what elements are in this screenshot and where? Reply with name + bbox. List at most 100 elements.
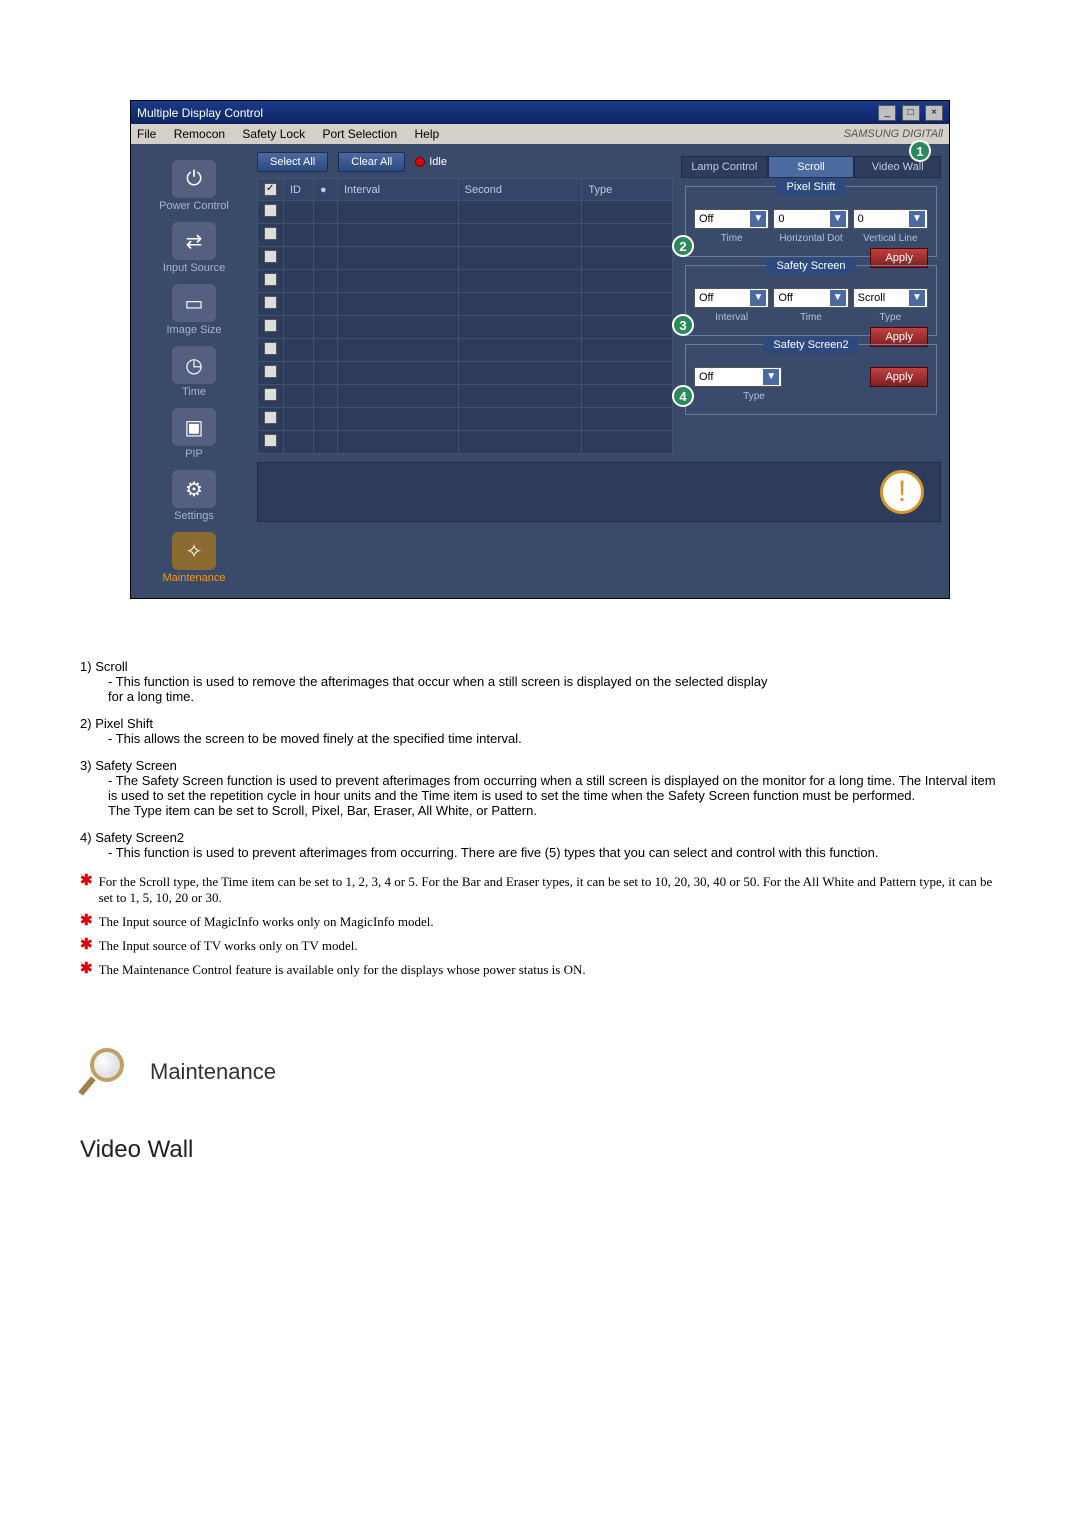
row-checkbox[interactable]	[264, 342, 277, 355]
sidebar-label: PIP	[185, 448, 203, 460]
idle-label: Idle	[429, 156, 447, 168]
table-row[interactable]	[258, 339, 673, 362]
star-note: ✱The Maintenance Control feature is avai…	[80, 962, 1000, 978]
table-row[interactable]	[258, 431, 673, 454]
row-checkbox[interactable]	[264, 204, 277, 217]
row-checkbox[interactable]	[264, 388, 277, 401]
menu-safety-lock[interactable]: Safety Lock	[242, 127, 305, 141]
menu-items: File Remocon Safety Lock Port Selection …	[137, 127, 453, 141]
safety-screen-panel: Safety Screen 3 Off▼ Off▼ Scroll▼ Interv…	[685, 265, 937, 336]
row-checkbox[interactable]	[264, 250, 277, 263]
section-head-maintenance: Maintenance	[80, 1048, 1000, 1096]
table-row[interactable]	[258, 316, 673, 339]
pip-icon: ▣	[172, 408, 216, 446]
time-icon: ◷	[172, 346, 216, 384]
idle-status: Idle	[415, 156, 447, 168]
safety-interval-select[interactable]: Off▼	[694, 288, 769, 308]
tab-video-wall[interactable]: Video Wall	[854, 156, 941, 178]
pixel-shift-panel: Pixel Shift 2 Off▼ 0▼ 0▼ Time Horizontal…	[685, 186, 937, 257]
explanation-list: 1) Scroll- This function is used to remo…	[80, 659, 1000, 1164]
tab-lamp-control[interactable]: Lamp Control	[681, 156, 768, 178]
safety2-apply-button[interactable]: Apply	[870, 367, 928, 387]
body-area: ⏻ Power Control ⇄ Input Source ▭ Image S…	[131, 144, 949, 598]
window-controls[interactable]: _ □ ×	[876, 104, 943, 121]
col-second[interactable]: Second	[458, 179, 582, 201]
dropdown-icon: ▼	[830, 290, 846, 306]
table-row[interactable]	[258, 224, 673, 247]
dropdown-icon: ▼	[750, 290, 766, 306]
pixel-shift-time-label: Time	[694, 233, 769, 244]
table-row[interactable]	[258, 385, 673, 408]
sidebar-label: Maintenance	[163, 572, 226, 584]
close-icon[interactable]: ×	[925, 105, 943, 121]
col-type[interactable]: Type	[582, 179, 673, 201]
row-checkbox[interactable]	[264, 296, 277, 309]
table-row[interactable]	[258, 408, 673, 431]
minimize-icon[interactable]: _	[878, 105, 896, 121]
safety-type-select[interactable]: Scroll▼	[853, 288, 928, 308]
tab-scroll[interactable]: Scroll	[768, 156, 855, 178]
brand-label: SAMSUNG DIGITAll	[844, 128, 943, 140]
col-id[interactable]: ID	[284, 179, 314, 201]
sidebar-item-power-control[interactable]: ⏻ Power Control	[139, 160, 249, 218]
dropdown-icon: ▼	[909, 211, 925, 227]
sidebar-item-time[interactable]: ◷ Time	[139, 346, 249, 404]
col-interval[interactable]: Interval	[338, 179, 459, 201]
explain-item: 2) Pixel Shift- This allows the screen t…	[80, 716, 1000, 746]
safety-screen2-panel: Safety Screen2 4 Off▼ Apply Type	[685, 344, 937, 415]
input-source-icon: ⇄	[172, 222, 216, 260]
star-note: ✱The Input source of MagicInfo works onl…	[80, 914, 1000, 930]
sidebar-item-image-size[interactable]: ▭ Image Size	[139, 284, 249, 342]
sidebar-item-pip[interactable]: ▣ PIP	[139, 408, 249, 466]
sidebar: ⏻ Power Control ⇄ Input Source ▭ Image S…	[139, 152, 249, 590]
warning-icon: !	[880, 470, 924, 514]
titlebar: Multiple Display Control _ □ ×	[131, 101, 949, 124]
idle-dot-icon	[415, 157, 425, 167]
table-row[interactable]	[258, 247, 673, 270]
settings-icon: ⚙	[172, 470, 216, 508]
menu-remocon[interactable]: Remocon	[174, 127, 225, 141]
col-status[interactable]: ●	[314, 179, 338, 201]
callout-3: 3	[672, 314, 694, 336]
sidebar-item-input-source[interactable]: ⇄ Input Source	[139, 222, 249, 280]
header-checkbox[interactable]	[264, 183, 277, 196]
pixel-shift-vline-select[interactable]: 0▼	[853, 209, 928, 229]
explain-item: 4) Safety Screen2- This function is used…	[80, 830, 1000, 860]
pixel-shift-vline-label: Vertical Line	[853, 233, 928, 244]
clear-all-button[interactable]: Clear All	[338, 152, 405, 172]
pixel-shift-hdot-select[interactable]: 0▼	[773, 209, 848, 229]
row-checkbox[interactable]	[264, 434, 277, 447]
safety-time-select[interactable]: Off▼	[773, 288, 848, 308]
star-icon: ✱	[80, 914, 93, 928]
row-checkbox[interactable]	[264, 365, 277, 378]
safety2-type-select[interactable]: Off▼	[694, 367, 782, 387]
star-icon: ✱	[80, 962, 93, 976]
sidebar-item-settings[interactable]: ⚙ Settings	[139, 470, 249, 528]
maximize-icon[interactable]: □	[902, 105, 920, 121]
callout-4: 4	[672, 385, 694, 407]
right-panel: 1 Lamp Control Scroll Video Wall Pixel S…	[681, 152, 941, 454]
row-checkbox[interactable]	[264, 273, 277, 286]
callout-2: 2	[672, 235, 694, 257]
table-row[interactable]	[258, 201, 673, 224]
right-tabs: Lamp Control Scroll Video Wall	[681, 156, 941, 178]
menu-help[interactable]: Help	[415, 127, 440, 141]
row-checkbox[interactable]	[264, 319, 277, 332]
sidebar-label: Time	[182, 386, 206, 398]
row-checkbox[interactable]	[264, 227, 277, 240]
table-row[interactable]	[258, 362, 673, 385]
pixel-shift-time-select[interactable]: Off▼	[694, 209, 769, 229]
menu-file[interactable]: File	[137, 127, 156, 141]
display-table: ID ● Interval Second Type	[257, 178, 673, 454]
sidebar-item-maintenance[interactable]: ✧ Maintenance	[139, 532, 249, 590]
power-icon: ⏻	[172, 160, 216, 198]
select-all-button[interactable]: Select All	[257, 152, 328, 172]
row-checkbox[interactable]	[264, 411, 277, 424]
star-note: ✱The Input source of TV works only on TV…	[80, 938, 1000, 954]
safety2-type-label: Type	[694, 391, 814, 402]
callout-1: 1	[909, 140, 931, 162]
table-row[interactable]	[258, 293, 673, 316]
table-row[interactable]	[258, 270, 673, 293]
dropdown-icon: ▼	[763, 369, 779, 385]
menu-port-selection[interactable]: Port Selection	[322, 127, 397, 141]
